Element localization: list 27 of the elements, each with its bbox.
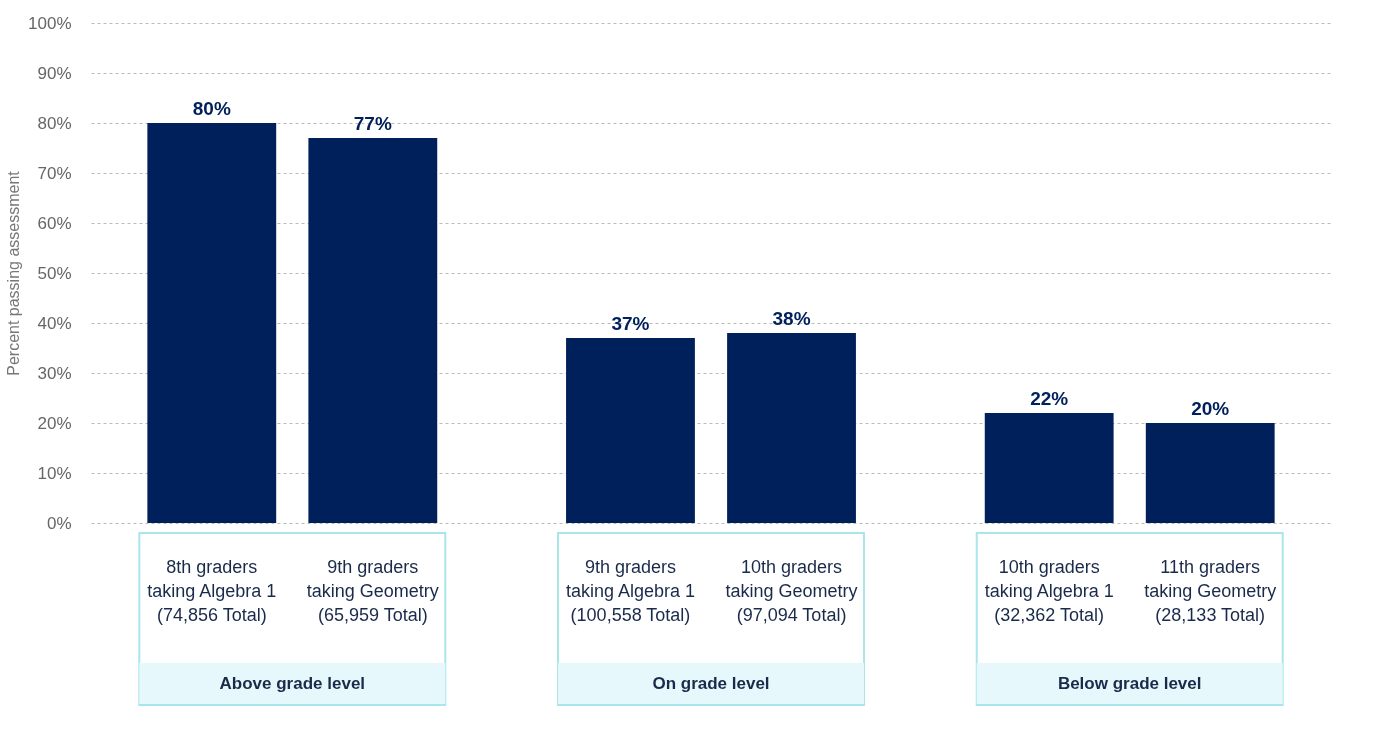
data-label: 38%	[772, 308, 811, 329]
data-label: 22%	[1030, 388, 1069, 409]
y-tick-label: 0%	[46, 513, 72, 533]
x-tick-label: 10th graders taking Algebra 1 (32,362 Total)	[984, 557, 1114, 625]
data-label: 77%	[353, 113, 392, 134]
data-label: 37%	[611, 313, 650, 334]
text: Above grade level	[219, 674, 366, 693]
y-tick-label: 80%	[37, 113, 72, 133]
y-tick-label: 60%	[37, 213, 72, 233]
y-tick-label: 50%	[37, 263, 72, 283]
y-tick-label: 90%	[37, 63, 72, 83]
text: On grade level	[652, 674, 770, 693]
x-tick-label: 9th graders taking Geometry (65,959 Total)	[306, 557, 439, 625]
data-label: 20%	[1191, 398, 1230, 419]
y-tick-label: 100%	[28, 13, 72, 33]
y-axis-title: Percent passing assessment	[5, 170, 23, 376]
x-tick-label: 11th graders taking Geometry (28,133 Total)	[1144, 557, 1277, 625]
y-tick-label: 40%	[37, 313, 72, 333]
y-tick-label: 70%	[37, 163, 72, 183]
text: Below grade level	[1057, 674, 1202, 693]
y-tick-label: 10%	[37, 463, 72, 483]
y-tick-label: 20%	[37, 413, 72, 433]
data-label: 80%	[192, 98, 231, 119]
x-tick-label: 9th graders taking Algebra 1 (100,558 Total)	[565, 557, 696, 625]
y-tick-label: 30%	[37, 363, 72, 383]
x-tick-label: 10th graders taking Geometry (97,094 Total)	[725, 557, 858, 625]
x-tick-label: 8th graders taking Algebra 1 (74,856 Total)	[147, 557, 277, 625]
